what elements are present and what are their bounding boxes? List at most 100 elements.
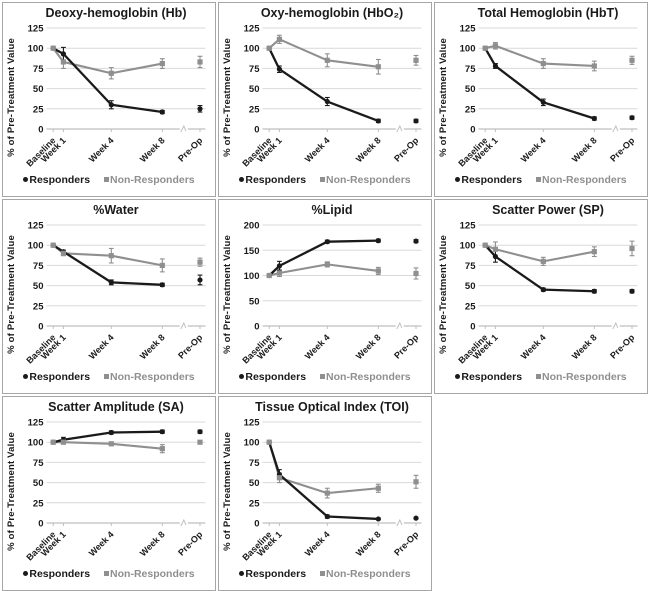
responders-marker-icon (239, 177, 245, 182)
svg-text:0: 0 (470, 125, 475, 136)
svg-text:Week 4: Week 4 (87, 332, 116, 361)
legend-non-responders: Non-Responders (536, 371, 627, 383)
svg-text:Week 8: Week 8 (138, 332, 167, 361)
svg-text:0: 0 (254, 125, 259, 136)
legend-responders: Responders (23, 568, 90, 580)
y-axis-title: % of Pre-Treatment Value (6, 37, 17, 157)
non-responders-marker-icon (536, 374, 542, 379)
legend-non-responders: Non-Responders (104, 371, 195, 383)
svg-text:50: 50 (465, 281, 476, 292)
svg-text:100: 100 (28, 241, 44, 252)
non-responders-marker-icon (104, 571, 110, 576)
svg-text:125: 125 (460, 221, 477, 232)
responders-marker-icon (23, 374, 29, 379)
non-responders-marker-icon (320, 177, 326, 182)
svg-text:Week 8: Week 8 (570, 135, 599, 164)
svg-text:50: 50 (249, 296, 260, 307)
y-axis-title: % of Pre-Treatment Value (6, 431, 17, 551)
svg-text:25: 25 (465, 301, 476, 312)
svg-text:125: 125 (244, 24, 261, 35)
svg-text:100: 100 (244, 271, 260, 282)
svg-text:25: 25 (249, 104, 260, 115)
panel-deoxy-hemoglobin: Deoxy-hemoglobin (Hb) % of Pre-Treatment… (2, 2, 216, 197)
non-responders-marker-icon (320, 571, 326, 576)
svg-text:0: 0 (254, 322, 259, 333)
svg-text:Pre-Op: Pre-Op (176, 135, 205, 164)
non-responders-marker-icon (104, 374, 110, 379)
svg-text:75: 75 (465, 64, 476, 75)
panel-title: %Lipid (311, 203, 353, 217)
svg-text:Week 4: Week 4 (87, 529, 116, 558)
non-responders-marker-icon (536, 177, 542, 182)
responders-marker-icon (239, 571, 245, 576)
svg-text:75: 75 (33, 64, 44, 75)
svg-text:75: 75 (465, 261, 476, 272)
responders-marker-icon (455, 177, 461, 182)
panel-scatter-amplitude: Scatter Amplitude (SA) % of Pre-Treatmen… (2, 396, 216, 591)
svg-text:Pre-Op: Pre-Op (176, 529, 205, 558)
legend-non-responders: Non-Responders (104, 174, 195, 186)
panel-title: %Water (93, 203, 139, 217)
svg-text:125: 125 (28, 221, 45, 232)
y-axis-title: % of Pre-Treatment Value (6, 234, 17, 354)
legend-non-responders: Non-Responders (536, 174, 627, 186)
svg-text:Week 4: Week 4 (303, 332, 332, 361)
svg-text:Pre-Op: Pre-Op (608, 135, 637, 164)
svg-text:50: 50 (33, 478, 44, 489)
legend-responders: Responders (239, 568, 306, 580)
svg-text:150: 150 (244, 246, 260, 257)
svg-text:50: 50 (465, 84, 476, 95)
svg-text:50: 50 (249, 478, 260, 489)
responders-marker-icon (455, 374, 461, 379)
panel-title: Total Hemoglobin (HbT) (477, 6, 619, 20)
svg-text:Pre-Op: Pre-Op (392, 529, 421, 558)
legend-non-responders: Non-Responders (320, 174, 411, 186)
panel-lipid: %Lipid % of Pre-Treatment Value 0 50 100 15… (218, 199, 432, 394)
panel-oxy-hemoglobin: Oxy-hemoglobin (HbO₂) % of Pre-Treatment… (218, 2, 432, 197)
svg-text:50: 50 (33, 281, 44, 292)
svg-text:75: 75 (249, 64, 260, 75)
legend-responders: Responders (23, 371, 90, 383)
svg-text:100: 100 (28, 44, 44, 55)
legend-non-responders: Non-Responders (320, 371, 411, 383)
svg-text:75: 75 (249, 458, 260, 469)
non-responders-marker-icon (320, 374, 326, 379)
panel-water: %Water % of Pre-Treatment Value 0 25 50 75 1… (2, 199, 216, 394)
empty-cell (434, 396, 648, 591)
svg-text:0: 0 (254, 519, 259, 530)
legend-responders: Responders (23, 174, 90, 186)
svg-text:100: 100 (28, 438, 44, 449)
svg-text:75: 75 (33, 261, 44, 272)
legend-non-responders: Non-Responders (104, 568, 195, 580)
panel-tissue-optical-index: Tissue Optical Index (TOI) % of Pre-Trea… (218, 396, 432, 591)
y-axis-title: % of Pre-Treatment Value (438, 37, 449, 157)
svg-text:Week 8: Week 8 (354, 332, 383, 361)
legend-responders: Responders (239, 174, 306, 186)
chart-legend: Responders Non-Responders (5, 369, 213, 384)
svg-text:75: 75 (33, 458, 44, 469)
svg-text:125: 125 (28, 24, 45, 35)
responders-marker-icon (23, 571, 29, 576)
svg-text:Week 4: Week 4 (303, 135, 332, 164)
svg-text:Week 8: Week 8 (570, 332, 599, 361)
svg-text:125: 125 (244, 418, 261, 429)
panel-title: Deoxy-hemoglobin (Hb) (45, 6, 187, 20)
y-axis-title: % of Pre-Treatment Value (438, 234, 449, 354)
svg-text:0: 0 (470, 322, 475, 333)
panel-title: Tissue Optical Index (TOI) (255, 400, 409, 414)
chart-legend: Responders Non-Responders (221, 369, 429, 384)
svg-text:25: 25 (33, 301, 44, 312)
svg-text:0: 0 (38, 125, 43, 136)
chart-legend: Responders Non-Responders (5, 566, 213, 581)
svg-text:Week 8: Week 8 (354, 529, 383, 558)
svg-text:50: 50 (249, 84, 260, 95)
svg-text:25: 25 (465, 104, 476, 115)
svg-text:Week 8: Week 8 (138, 529, 167, 558)
svg-text:200: 200 (244, 221, 260, 232)
svg-text:Week 4: Week 4 (87, 135, 116, 164)
